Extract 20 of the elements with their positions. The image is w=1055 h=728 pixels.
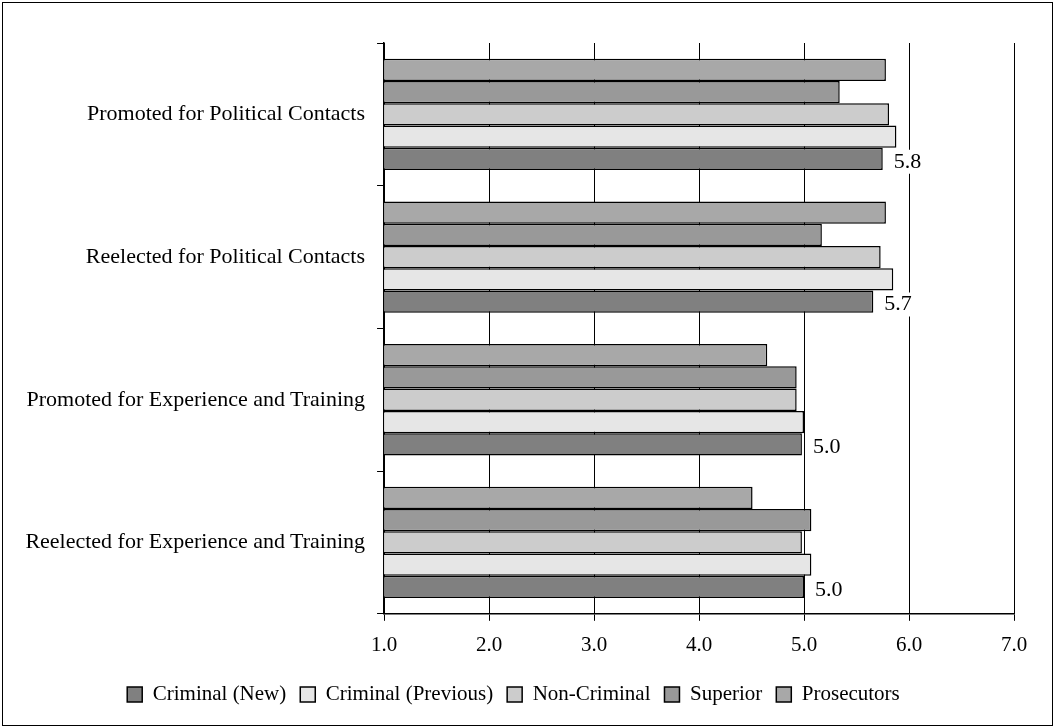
legend-label: Criminal (Previous) <box>325 681 494 706</box>
y-tick-label: Reelected for Political Contacts <box>85 242 366 268</box>
y-tick-label: Reelected for Experience and Training <box>25 528 366 554</box>
y-tick-label: Promoted for Experience and Training <box>26 385 366 411</box>
legend-label: Superior <box>689 681 763 706</box>
data-label: 5.0 <box>815 575 843 601</box>
x-tick-label: 6.0 <box>895 631 923 656</box>
x-tick-label: 2.0 <box>475 631 503 656</box>
legend-label: Criminal (New) <box>152 681 287 706</box>
data-label: 5.8 <box>893 147 922 173</box>
x-tick-label: 1.0 <box>370 631 398 656</box>
legend-label: Prosecutors <box>801 681 900 706</box>
x-tick-label: 3.0 <box>580 631 608 656</box>
x-tick-label: 5.0 <box>790 631 818 656</box>
data-label: 5.0 <box>812 433 841 459</box>
y-tick-label: Promoted for Political Contacts <box>87 100 366 126</box>
x-tick-label: 7.0 <box>1000 631 1028 656</box>
x-tick-label: 4.0 <box>685 631 713 656</box>
legend-label: Non-Criminal <box>532 681 651 706</box>
data-label: 5.7 <box>884 290 912 316</box>
